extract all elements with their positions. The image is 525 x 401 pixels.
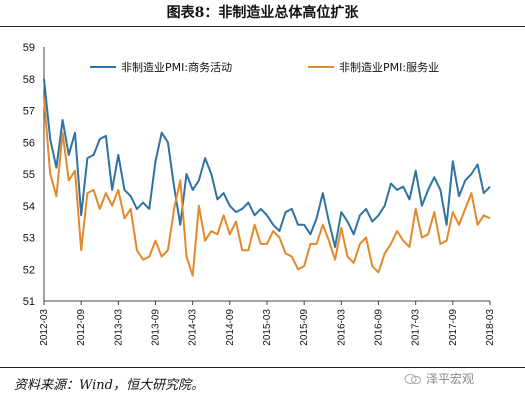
- watermark: 泽平宏观: [404, 370, 474, 387]
- line-chart: 51 52 53 54 55 56 57 58 59 2012-03 2012-09 2013-03…: [23, 42, 496, 346]
- x-tick-label: 2017-09: [448, 309, 459, 346]
- x-tick-label: 2013-09: [151, 309, 162, 346]
- source-note: 资料来源：Wind，恒大研究院。: [14, 378, 204, 393]
- plot-lines: [43, 78, 491, 277]
- x-tick-label: 2013-03: [113, 309, 124, 346]
- legend-label: 非制造业PMI:商务活动: [121, 60, 232, 74]
- y-tick-label: 53: [23, 233, 35, 245]
- figure-title: 图表8：非制造业总体高位扩张: [166, 5, 359, 21]
- y-axis: 51 52 53 54 55 56 57 58 59: [23, 42, 45, 308]
- x-tick-label: 2016-09: [374, 309, 385, 346]
- y-tick-label: 58: [23, 74, 35, 86]
- y-tick-label: 59: [23, 42, 35, 54]
- x-axis: 2012-03 2012-09 2013-03 2013-09 2014-03 2014-…: [39, 300, 496, 346]
- y-tick-label: 57: [23, 106, 35, 118]
- x-tick-label: 2012-03: [39, 309, 50, 346]
- x-tick-label: 2014-09: [225, 309, 236, 346]
- y-tick-label: 56: [23, 137, 35, 149]
- x-tick-label: 2015-03: [262, 309, 273, 346]
- x-tick-label: 2016-03: [336, 309, 347, 346]
- title-divider: [0, 26, 525, 27]
- series-line-business-activity: [43, 78, 491, 248]
- y-tick-label: 55: [23, 169, 35, 181]
- x-tick-label: 2014-03: [188, 309, 199, 346]
- y-tick-label: 52: [23, 264, 35, 276]
- x-tick-label: 2012-09: [76, 309, 87, 346]
- x-tick-label: 2015-09: [299, 309, 310, 346]
- legend-label: 非制造业PMI:服务业: [339, 60, 439, 74]
- x-tick-label: 2018-03: [485, 309, 496, 346]
- x-tick-label: 2017-03: [411, 309, 422, 346]
- watermark-text: 泽平宏观: [426, 372, 475, 386]
- series-line-services: [43, 97, 491, 277]
- y-tick-label: 54: [23, 201, 35, 213]
- wechat-icon: [404, 374, 421, 385]
- y-tick-label: 51: [23, 296, 35, 308]
- footer-divider: [0, 367, 525, 368]
- legend: 非制造业PMI:商务活动 非制造业PMI:服务业: [90, 60, 439, 74]
